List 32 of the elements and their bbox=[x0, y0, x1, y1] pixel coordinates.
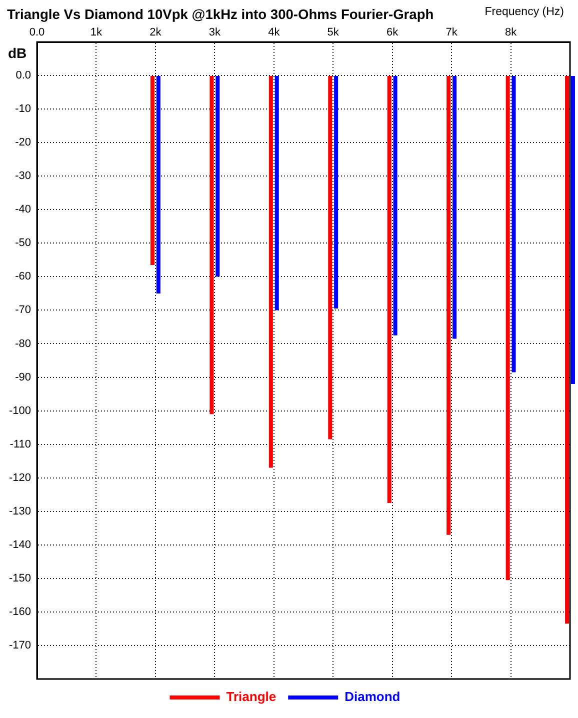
y-tick-label: -80 bbox=[15, 338, 31, 350]
x-tick-label: 0.0 bbox=[29, 26, 45, 38]
y-tick-label: -130 bbox=[8, 505, 31, 518]
x-tick-label: 8k bbox=[504, 26, 518, 38]
y-tick-label: 0.0 bbox=[16, 70, 31, 82]
y-tick-label: -140 bbox=[8, 538, 31, 551]
y-tick-label: -10 bbox=[15, 103, 31, 116]
y-tick-label: -30 bbox=[15, 170, 31, 182]
y-tick-label: -50 bbox=[15, 237, 31, 250]
x-tick-label: 1k bbox=[90, 26, 103, 38]
x-tick-label: 4k bbox=[268, 26, 280, 38]
y-tick-label: -70 bbox=[15, 304, 31, 316]
x-tick-label: 7k bbox=[446, 26, 458, 38]
legend-label: Diamond bbox=[344, 689, 400, 704]
y-tick-label: -20 bbox=[15, 136, 31, 149]
x-tick-label: 6k bbox=[386, 26, 399, 38]
y-tick-label: -120 bbox=[8, 472, 31, 484]
y-tick-label: -110 bbox=[10, 438, 31, 450]
x-tick-label: 5k bbox=[327, 26, 340, 38]
y-tick-label: -90 bbox=[15, 371, 31, 384]
y-tick-label: -100 bbox=[8, 404, 31, 417]
y-tick-label: -40 bbox=[15, 204, 31, 216]
y-tick-label: -160 bbox=[8, 606, 31, 618]
y-tick-label: -60 bbox=[15, 270, 31, 283]
chart-title: Triangle Vs Diamond 10Vpk @1kHz into 300-Ohms Fourier-Graph bbox=[7, 6, 434, 22]
y-tick-label: -170 bbox=[8, 640, 31, 652]
x-tick-label: 3k bbox=[208, 26, 221, 38]
x-tick-label: 2k bbox=[150, 26, 162, 38]
y-tick-label: -150 bbox=[8, 572, 31, 584]
x-axis-title: Frequency (Hz) bbox=[484, 6, 564, 18]
y-axis-title: dB bbox=[8, 44, 27, 61]
legend-label: Triangle bbox=[226, 689, 276, 704]
